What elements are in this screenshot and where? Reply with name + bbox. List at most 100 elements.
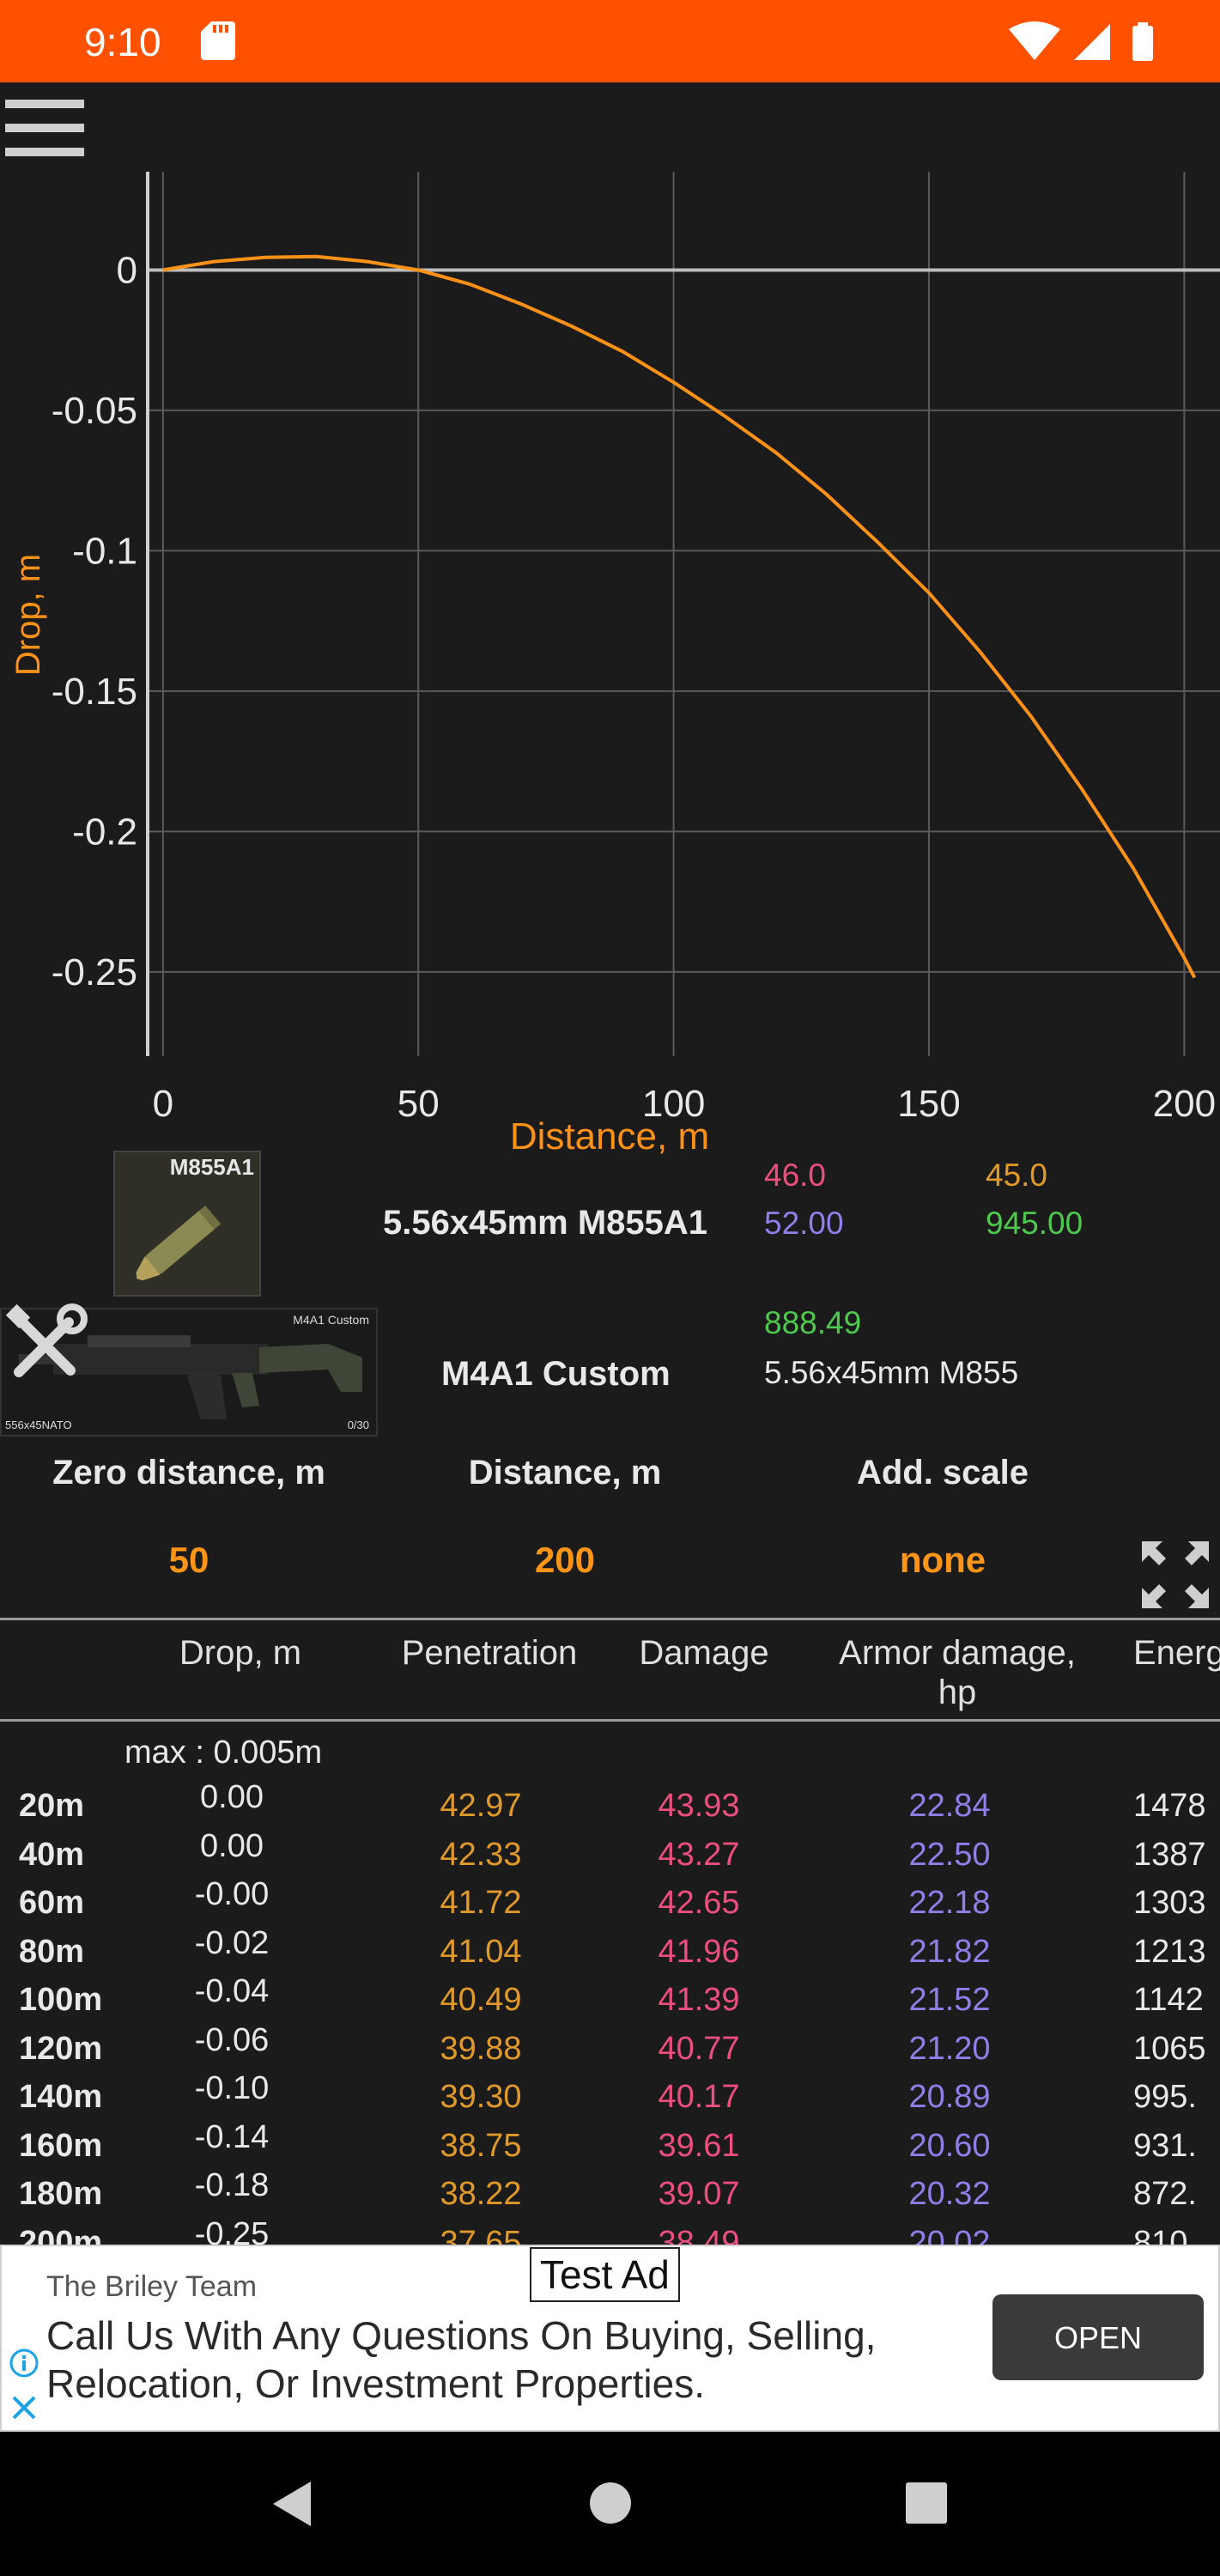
status-icons — [1009, 21, 1153, 61]
ammo-image[interactable]: M855A1 — [113, 1151, 261, 1297]
status-time: 9:10 — [84, 20, 161, 64]
cell-signal-icon — [1074, 24, 1110, 60]
cell-pen: 37.65 — [440, 2224, 522, 2245]
cell-dmg: 41.96 — [658, 1933, 740, 1970]
cell-pen: 42.97 — [440, 1788, 522, 1824]
ad-open-button[interactable]: OPEN — [992, 2294, 1204, 2380]
ad-text[interactable]: Call Us With Any Questions On Buying, Se… — [46, 2313, 877, 2406]
ammo-speed: 945.00 — [986, 1206, 1083, 1241]
cell-drop: -0.25 — [194, 2215, 270, 2245]
cell-dist: 120m — [19, 2030, 103, 2067]
cell-en: 995. — [1133, 2079, 1197, 2115]
ad-advertiser: The Briley Team — [46, 2270, 258, 2303]
y-tick-label: -0.15 — [52, 671, 137, 713]
tools-icon[interactable] — [0, 1300, 89, 1391]
col-armor-line1: Armor damage, — [839, 1634, 1076, 1672]
zero-distance-label: Zero distance, m — [52, 1454, 325, 1492]
add-scale-value[interactable]: none — [899, 1540, 986, 1580]
col-energy: Energ — [1133, 1634, 1220, 1672]
cell-en: 1213 — [1133, 1933, 1206, 1970]
cell-dist: 80m — [19, 1933, 85, 1970]
cell-en: 1478 — [1133, 1788, 1206, 1824]
x-axis-label: Distance, m — [510, 1115, 709, 1157]
cell-en: 931. — [1133, 2127, 1197, 2164]
weapon-name[interactable]: M4A1 Custom — [441, 1355, 671, 1393]
cell-pen: 42.33 — [440, 1836, 522, 1873]
cell-dist: 20m — [19, 1788, 85, 1824]
cell-drop: -0.10 — [194, 2070, 270, 2106]
recent-apps-icon[interactable] — [903, 2480, 950, 2526]
cell-pen: 41.04 — [440, 1933, 522, 1970]
table-row: 160m -0.14 38.75 39.61 20.60 931. — [0, 2119, 1220, 2171]
cell-dist: 200m — [19, 2224, 103, 2245]
cell-dmg: 38.49 — [658, 2224, 740, 2245]
cell-arm: 21.20 — [908, 2030, 991, 2067]
cell-dmg: 40.17 — [658, 2079, 740, 2115]
cell-dmg: 43.93 — [658, 1788, 740, 1824]
zero-distance-value[interactable]: 50 — [168, 1540, 209, 1580]
cell-dmg: 39.61 — [658, 2127, 740, 2164]
col-penetration: Penetration — [401, 1634, 578, 1672]
cell-drop: 0.00 — [200, 1779, 264, 1815]
back-icon[interactable] — [266, 2478, 318, 2530]
drop-chart: 0 50 100 150 200 0 -0.05 -0.1 -0.15 -0.2 -0.25 Dist… — [9, 172, 1220, 1157]
cell-drop: -0.04 — [194, 1973, 270, 2009]
x-tick-label: 50 — [398, 1083, 440, 1125]
rifle-icon — [19, 1335, 362, 1419]
cell-en: 1065 — [1133, 2030, 1206, 2067]
col-drop: Drop, m — [179, 1634, 302, 1672]
cell-drop: -0.18 — [194, 2167, 270, 2203]
home-icon[interactable] — [587, 2480, 634, 2526]
cell-drop: 0.00 — [200, 1827, 264, 1864]
table-row: 200m -0.25 37.65 38.49 20.02 810. — [0, 2216, 1220, 2245]
battery-icon — [1132, 22, 1153, 61]
cell-drop: -0.00 — [194, 1876, 270, 1912]
y-tick-label: -0.1 — [72, 530, 137, 572]
cell-pen: 39.30 — [440, 2079, 522, 2115]
ad-close-icon[interactable] — [9, 2392, 39, 2423]
cell-pen: 38.75 — [440, 2127, 522, 2164]
cell-pen: 41.72 — [440, 1885, 522, 1921]
cell-dist: 180m — [19, 2176, 103, 2212]
cell-arm: 22.84 — [908, 1788, 991, 1824]
drop-curve — [162, 254, 1197, 979]
y-tick-label: -0.2 — [72, 811, 137, 853]
distance-label: Distance, m — [468, 1454, 662, 1492]
cell-en: 1142 — [1133, 1982, 1204, 2018]
distance-value[interactable]: 200 — [534, 1540, 596, 1580]
ad-info-icon[interactable] — [9, 2348, 39, 2379]
weapon-energy: 888.49 — [764, 1305, 862, 1340]
ammo-thumb-code: M855A1 — [169, 1154, 254, 1180]
col-damage: Damage — [639, 1634, 769, 1672]
table-body: 20m 0.00 42.97 43.93 22.84 1478 40m 0.00 42.33 43… — [0, 1779, 1220, 2245]
cell-pen: 40.49 — [440, 1982, 522, 2018]
cell-arm: 21.82 — [908, 1933, 991, 1970]
cell-arm: 20.02 — [908, 2224, 991, 2245]
y-tick-label: 0 — [117, 249, 137, 291]
add-scale-label: Add. scale — [856, 1454, 1029, 1492]
cell-drop: -0.06 — [194, 2021, 270, 2058]
test-ad-badge: Test Ad — [530, 2247, 680, 2302]
y-tick-label: -0.25 — [52, 951, 137, 993]
table-row: 40m 0.00 42.33 43.27 22.50 1387 — [0, 1828, 1220, 1880]
cell-en: 872. — [1133, 2176, 1197, 2212]
cell-dist: 40m — [19, 1836, 85, 1873]
status-bar: 9:10 — [0, 0, 1220, 82]
cell-dmg: 42.65 — [658, 1885, 740, 1921]
ammo-name[interactable]: 5.56x45mm M855A1 — [383, 1204, 708, 1242]
menu-icon[interactable] — [5, 100, 84, 158]
y-axis-label: Drop, m — [9, 554, 47, 676]
table-row: 60m -0.00 41.72 42.65 22.18 1303 — [0, 1876, 1220, 1928]
cell-dist: 140m — [19, 2079, 103, 2115]
cell-drop: -0.02 — [194, 1924, 270, 1961]
cell-dmg: 39.07 — [658, 2176, 740, 2212]
expand-icon[interactable] — [1140, 1540, 1211, 1610]
cell-dmg: 41.39 — [658, 1982, 740, 2018]
divider-header — [0, 1719, 1220, 1722]
cell-dmg: 40.77 — [658, 2030, 740, 2067]
bullet-icon — [115, 1152, 259, 1295]
table-row: 180m -0.18 38.22 39.07 20.32 872. — [0, 2167, 1220, 2219]
cell-arm: 20.32 — [908, 2176, 991, 2212]
table-row: 100m -0.04 40.49 41.39 21.52 1142 — [0, 1973, 1220, 2025]
cell-arm: 22.18 — [908, 1885, 991, 1921]
